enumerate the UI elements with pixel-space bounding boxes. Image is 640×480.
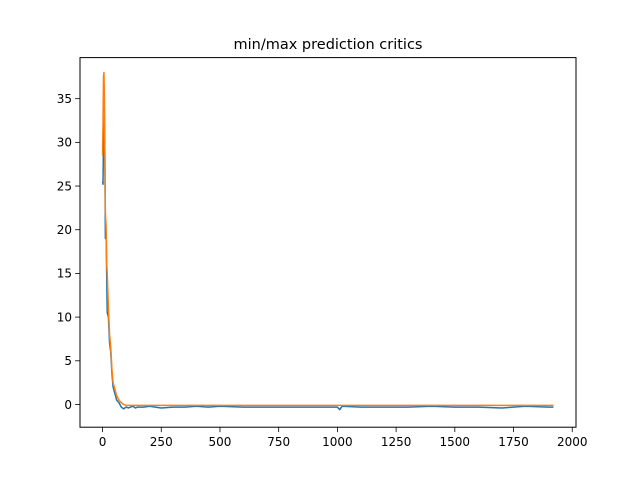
y-tick-label: 10 [57,310,72,324]
x-tick-label: 0 [99,435,107,449]
x-tick-label: 2000 [557,435,588,449]
x-tick-label: 500 [209,435,232,449]
y-tick-label: 35 [57,92,72,106]
x-tick-label: 1000 [322,435,353,449]
x-tick-label: 250 [150,435,173,449]
chart-title: min/max prediction critics [234,37,423,53]
x-tick-label: 750 [267,435,290,449]
x-tick-label: 1500 [440,435,471,449]
y-tick-label: 5 [64,354,72,368]
y-tick-label: 30 [57,136,72,150]
x-tick-label: 1250 [381,435,412,449]
x-tick-label: 1750 [498,435,529,449]
series-line-1 [101,84,554,411]
y-tick-label: 20 [57,223,72,237]
y-tick-label: 0 [64,398,72,412]
plot-frame [79,57,577,428]
series-line-2 [101,71,554,407]
y-tick-label: 15 [57,267,72,281]
y-tick-label: 25 [57,179,72,193]
